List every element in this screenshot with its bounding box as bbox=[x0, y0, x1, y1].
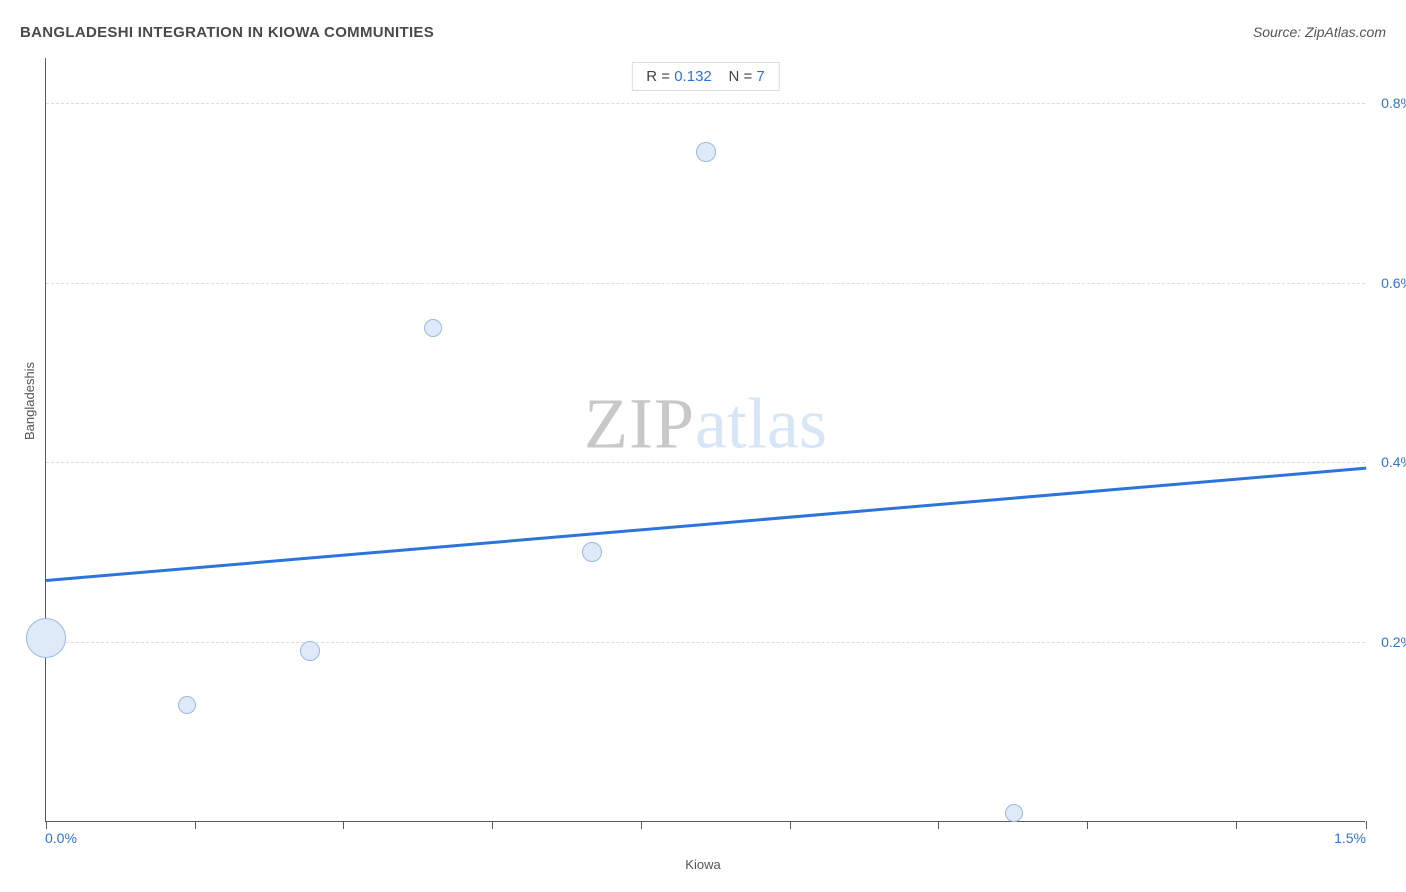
x-tick bbox=[641, 821, 642, 829]
chart-title: BANGLADESHI INTEGRATION IN KIOWA COMMUNI… bbox=[20, 24, 434, 41]
x-tick bbox=[343, 821, 344, 829]
watermark-part1: ZIP bbox=[584, 384, 695, 464]
x-tick bbox=[938, 821, 939, 829]
grid-line bbox=[46, 283, 1365, 284]
data-point bbox=[1005, 804, 1023, 822]
x-tick bbox=[195, 821, 196, 829]
r-value: 0.132 bbox=[674, 68, 712, 85]
data-point bbox=[582, 542, 602, 562]
x-axis-title: Kiowa bbox=[685, 857, 720, 872]
x-tick bbox=[1087, 821, 1088, 829]
y-tick-label: 0.6% bbox=[1381, 275, 1406, 291]
y-axis-title: Bangladeshis bbox=[22, 362, 37, 440]
x-min-label: 0.0% bbox=[45, 830, 77, 846]
data-point bbox=[696, 142, 716, 162]
regression-line bbox=[46, 467, 1366, 582]
r-label: R = bbox=[646, 68, 670, 85]
stats-box: R = 0.132 N = 7 bbox=[631, 62, 779, 91]
grid-line bbox=[46, 462, 1365, 463]
x-tick bbox=[1366, 821, 1367, 829]
y-tick-label: 0.4% bbox=[1381, 454, 1406, 470]
data-point bbox=[424, 319, 442, 337]
watermark: ZIPatlas bbox=[584, 383, 827, 466]
source-label: Source: ZipAtlas.com bbox=[1253, 24, 1386, 40]
x-max-label: 1.5% bbox=[1334, 830, 1366, 846]
n-value: 7 bbox=[756, 68, 764, 85]
data-point bbox=[26, 618, 66, 658]
plot-area: R = 0.132 N = 7 ZIPatlas 0.2%0.4%0.6%0.8… bbox=[45, 58, 1365, 822]
grid-line bbox=[46, 103, 1365, 104]
x-tick bbox=[46, 821, 47, 829]
data-point bbox=[300, 641, 320, 661]
y-tick-label: 0.2% bbox=[1381, 634, 1406, 650]
x-tick bbox=[790, 821, 791, 829]
grid-line bbox=[46, 642, 1365, 643]
y-tick-label: 0.8% bbox=[1381, 95, 1406, 111]
n-label: N = bbox=[728, 68, 752, 85]
watermark-part2: atlas bbox=[695, 384, 827, 464]
x-tick bbox=[1236, 821, 1237, 829]
data-point bbox=[178, 696, 196, 714]
x-tick bbox=[492, 821, 493, 829]
